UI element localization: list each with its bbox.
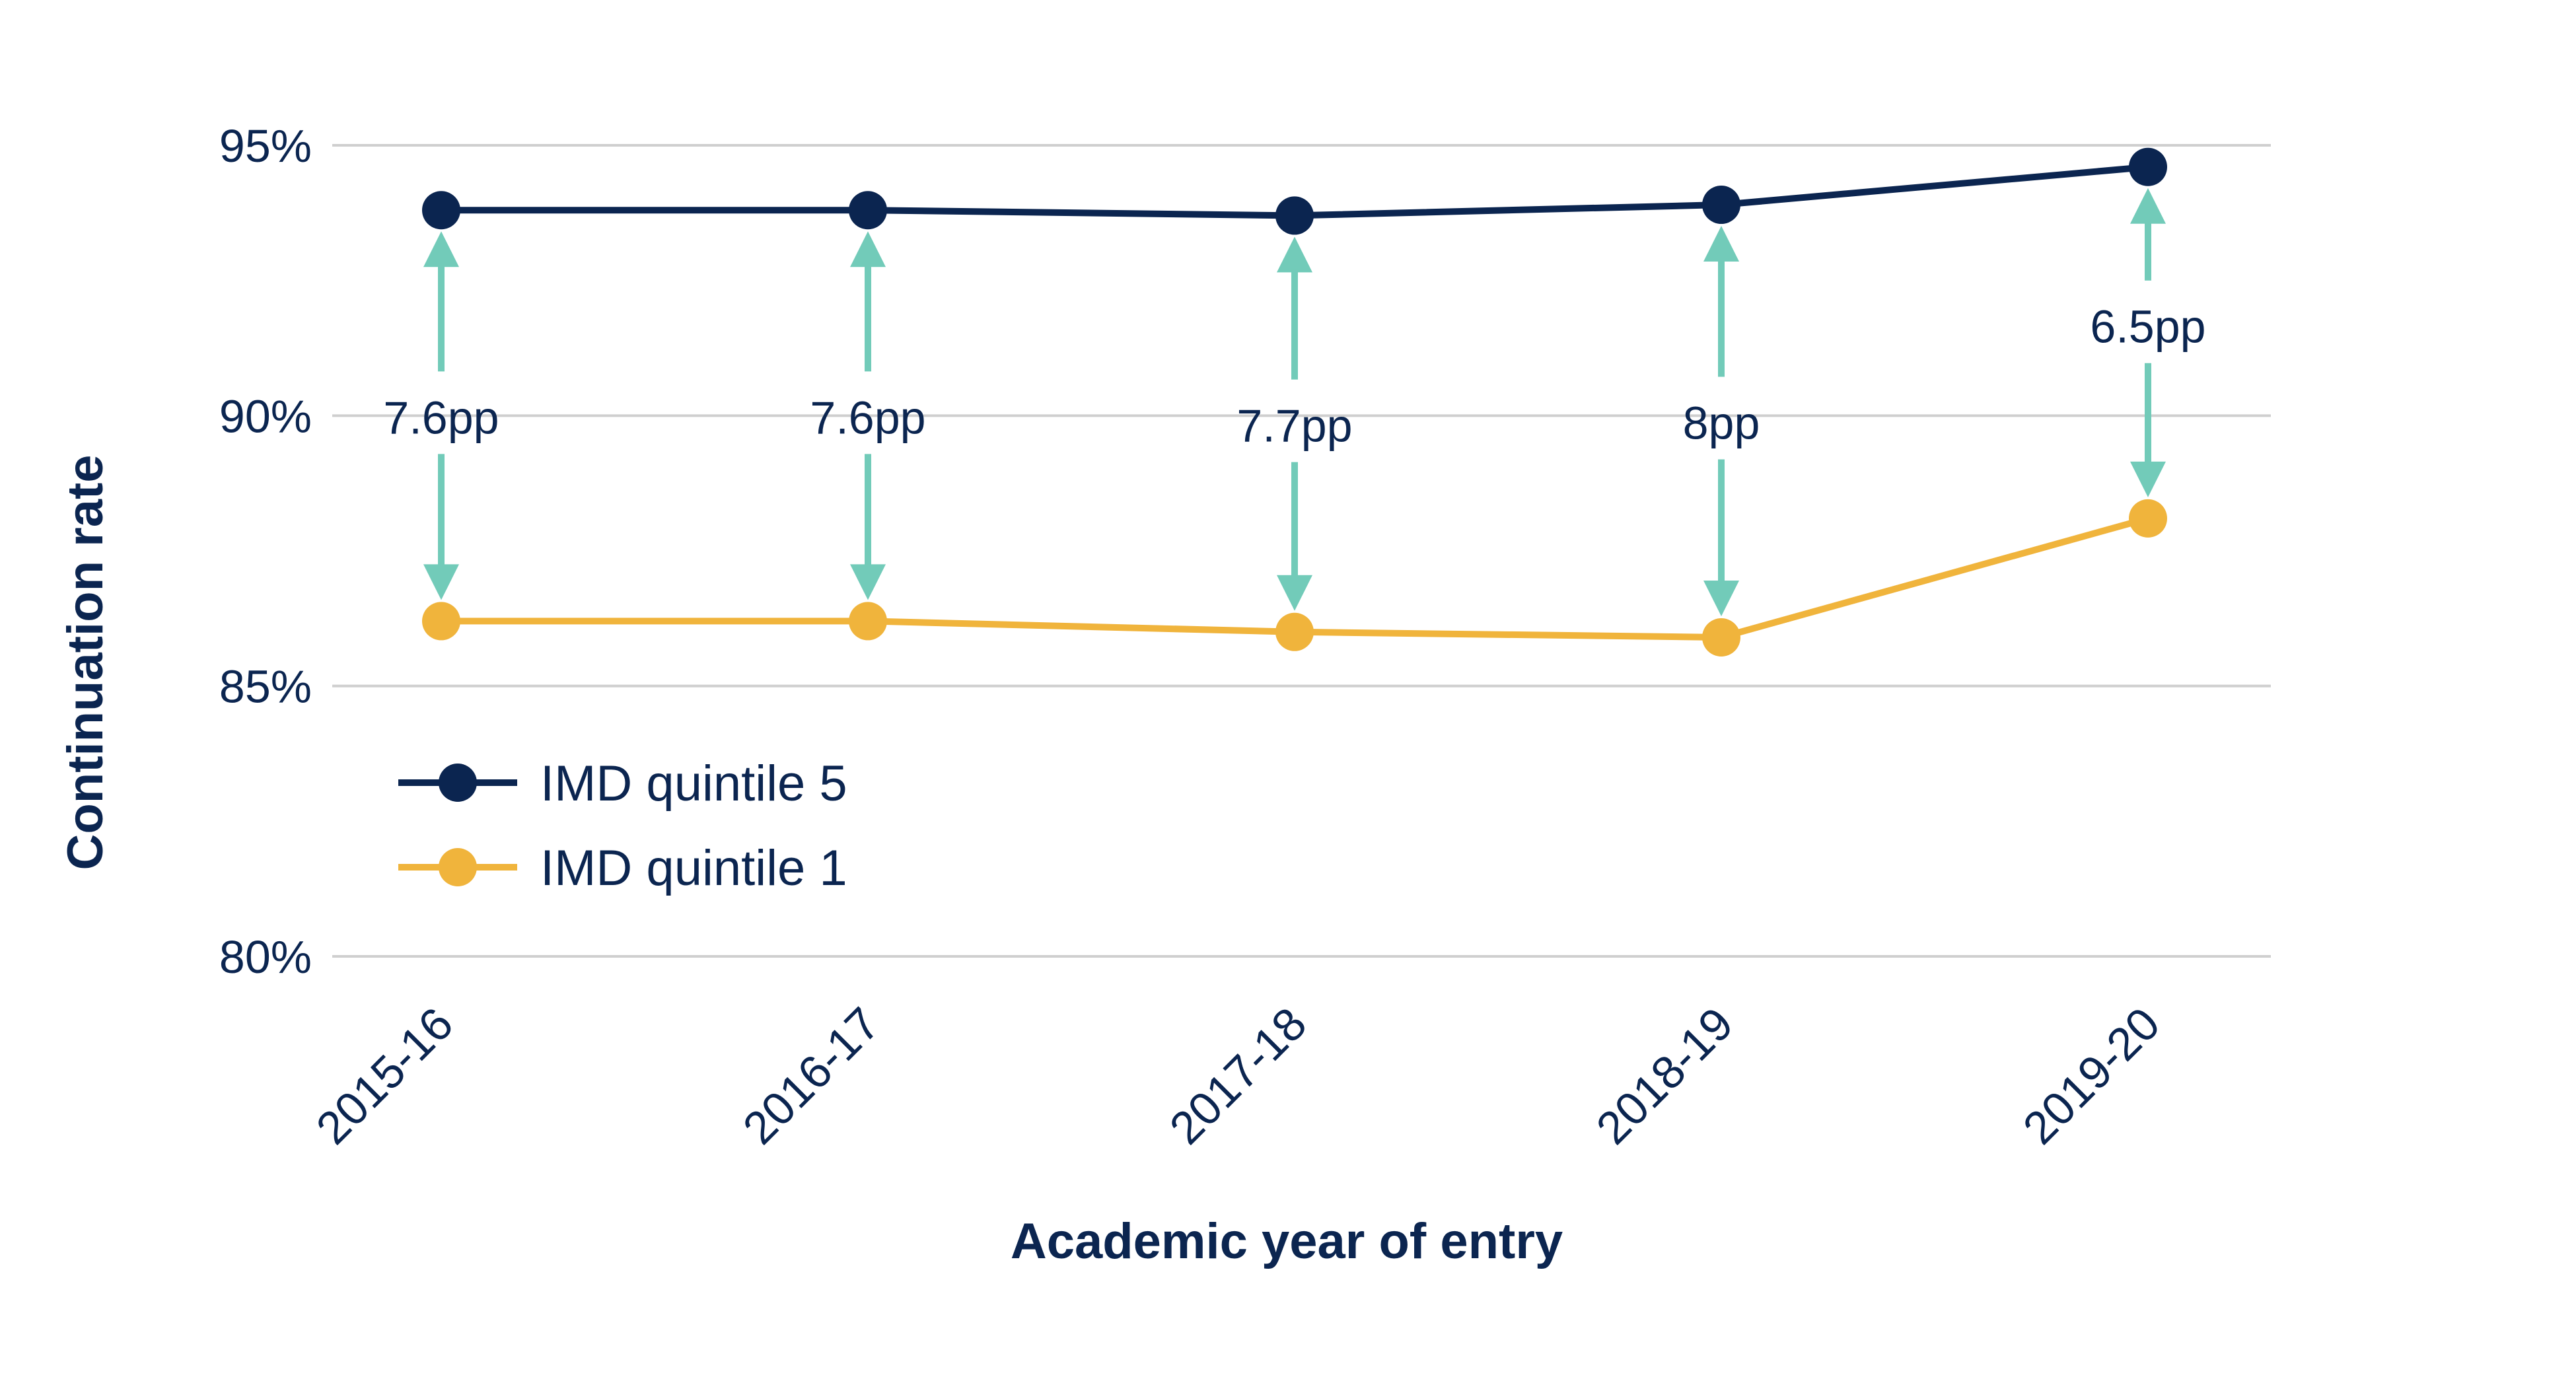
y-tick-label: 85%: [219, 661, 312, 713]
x-axis-ticks: 2015-16 2016-17 2017-18 2018-19 2019-20: [306, 997, 2170, 1154]
gap-arrowhead-up: [2130, 188, 2166, 224]
gap-annotation: 7.6pp: [810, 231, 926, 600]
legend-label: IMD quintile 5: [540, 756, 847, 812]
x-tick-label: 2018-19: [1587, 997, 1743, 1154]
legend-item: IMD quintile 5: [398, 756, 847, 812]
data-point: [422, 602, 460, 641]
legend-swatch-marker: [439, 848, 477, 886]
gap-arrowhead-down: [2130, 461, 2166, 497]
data-point: [849, 602, 887, 641]
gap-arrowhead-up: [1703, 226, 1739, 262]
y-axis-ticks: 80% 85% 90% 95%: [219, 120, 312, 983]
gridlines: [332, 144, 2271, 958]
legend: IMD quintile 5 IMD quintile 1: [398, 756, 847, 896]
gap-arrowhead-down: [1277, 575, 1312, 611]
gap-arrowhead-up: [850, 231, 886, 267]
gap-arrowhead-up: [423, 231, 459, 267]
gap-arrowhead-down: [423, 564, 459, 600]
gap-label: 7.7pp: [1236, 400, 1352, 452]
y-tick-label: 80%: [219, 931, 312, 983]
data-point: [1702, 186, 1740, 225]
x-tick-label: 2016-17: [733, 997, 890, 1154]
data-point: [1702, 618, 1740, 657]
gap-annotation: 7.7pp: [1236, 236, 1353, 611]
series: [422, 147, 2167, 657]
data-point: [1275, 612, 1314, 651]
x-tick-label: 2015-16: [306, 997, 463, 1154]
gap-arrowhead-down: [1703, 580, 1739, 616]
gap-arrowhead-down: [850, 564, 886, 600]
y-tick-label: 90%: [219, 390, 312, 442]
gap-label: 8pp: [1683, 398, 1760, 449]
gap-annotation: 8pp: [1683, 226, 1760, 616]
gap-arrowhead-up: [1277, 236, 1312, 273]
gap-label: 7.6pp: [810, 392, 925, 443]
data-point: [2129, 147, 2167, 186]
series-imd-quintile-1: [422, 499, 2167, 657]
data-point: [849, 191, 887, 230]
gap-annotation: 6.5pp: [2090, 188, 2206, 497]
data-point: [2129, 499, 2167, 538]
gap-label: 6.5pp: [2090, 301, 2205, 353]
gap-annotation: 7.6pp: [383, 231, 499, 600]
y-tick-label: 95%: [219, 120, 312, 172]
legend-label: IMD quintile 1: [540, 840, 847, 896]
gap-annotations: 7.6pp 7.6pp 7.7pp 8pp 6.5pp: [383, 188, 2206, 616]
gap-label: 7.6pp: [383, 392, 499, 443]
legend-swatch-marker: [439, 764, 477, 802]
x-axis-title: Academic year of entry: [1011, 1213, 1563, 1269]
x-tick-label: 2017-18: [1160, 997, 1316, 1154]
y-axis-title: Continuation rate: [57, 454, 114, 870]
legend-item: IMD quintile 1: [398, 840, 847, 896]
series-imd-quintile-5: [422, 147, 2167, 235]
data-point: [1275, 196, 1314, 235]
x-tick-label: 2019-20: [2013, 997, 2170, 1154]
data-point: [422, 191, 460, 230]
